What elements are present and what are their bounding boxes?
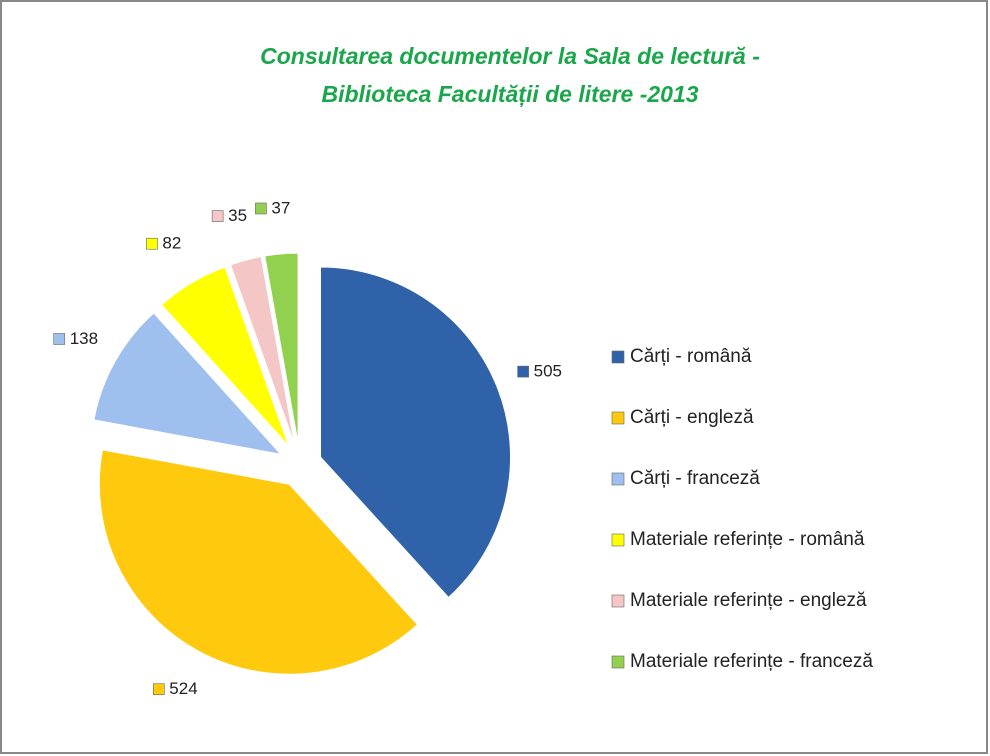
data-label: 505 <box>534 362 562 381</box>
legend-label: Cărți - engleză <box>630 407 754 428</box>
legend-marker <box>611 655 625 669</box>
chart-title: Consultarea documentelor la Sala de lect… <box>260 43 760 69</box>
label-marker <box>255 202 267 215</box>
pie-slice <box>264 252 299 444</box>
data-label: 37 <box>271 198 290 217</box>
pie-slice <box>160 266 290 447</box>
label-marker <box>146 237 158 250</box>
label-marker <box>517 365 529 378</box>
pie-slice <box>320 266 512 599</box>
legend-marker <box>611 472 625 486</box>
legend-marker <box>611 533 625 547</box>
legend-label: Cărți - română <box>630 346 752 367</box>
pie-slice <box>93 312 283 456</box>
chart-title: Biblioteca Facultății de litere -2013 <box>321 81 698 107</box>
legend-marker <box>611 594 625 608</box>
label-marker <box>211 210 224 222</box>
legend-label: Materiale referințe - engleză <box>630 590 867 611</box>
legend-label: Cărți - franceză <box>630 468 760 489</box>
data-label: 35 <box>228 206 247 225</box>
legend-label: Materiale referințe - română <box>630 529 865 550</box>
data-label: 82 <box>162 234 181 253</box>
pie-slice <box>229 256 295 444</box>
legend-marker <box>611 350 625 364</box>
legend-label: Materiale referințe - franceză <box>630 651 873 672</box>
data-label: 138 <box>70 329 98 348</box>
label-marker <box>53 333 66 345</box>
data-label: 524 <box>169 679 197 698</box>
label-marker <box>153 683 165 696</box>
pie-slice <box>98 449 419 675</box>
legend-marker <box>611 411 625 425</box>
